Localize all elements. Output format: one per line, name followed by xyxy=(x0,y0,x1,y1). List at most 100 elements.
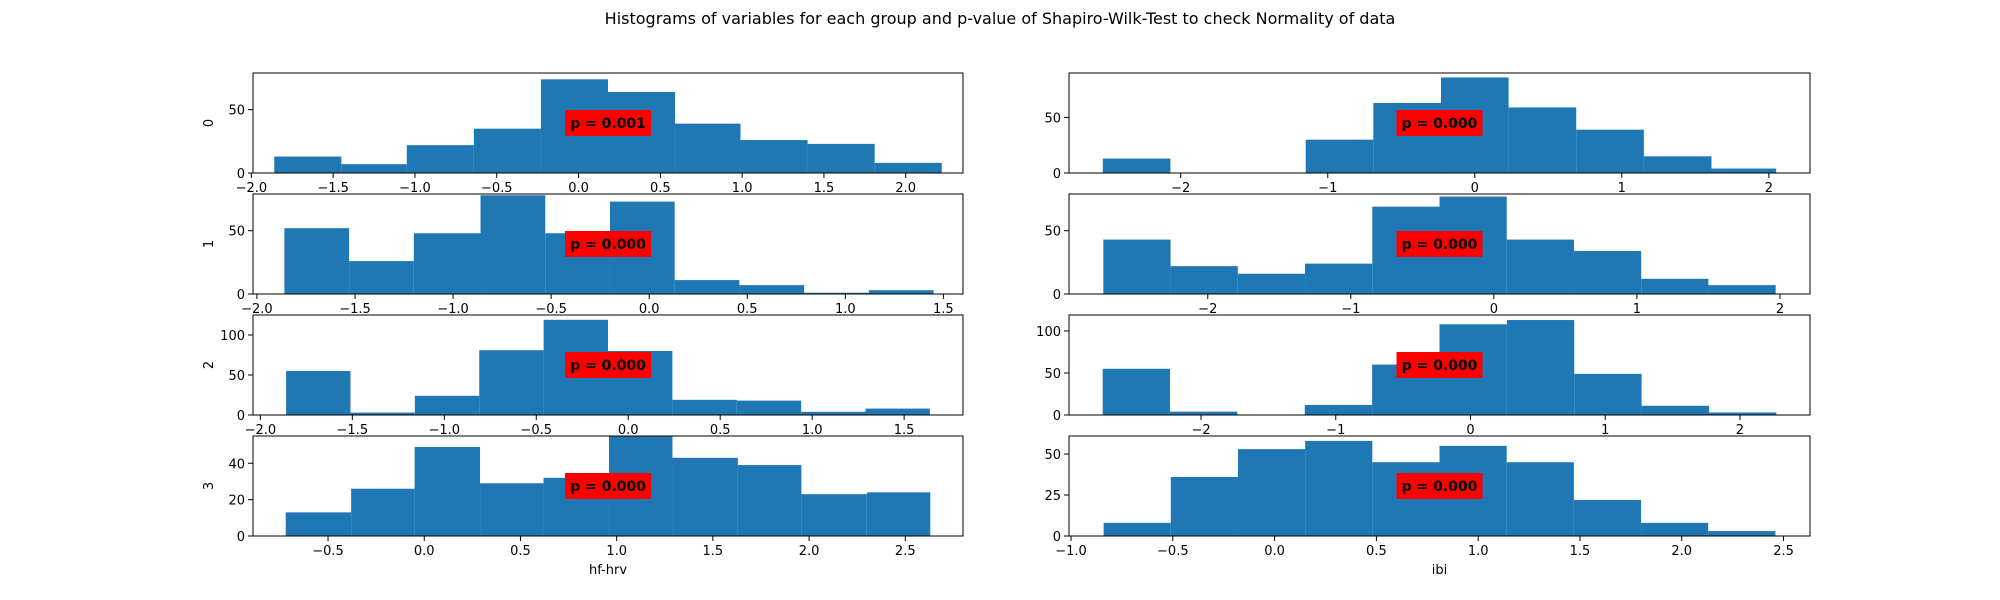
x-tick-label: 2 xyxy=(1736,423,1744,438)
histogram-bar xyxy=(1643,156,1712,173)
y-tick-label: 0 xyxy=(1053,530,1061,545)
histogram-bar xyxy=(1508,107,1577,173)
histogram-bar xyxy=(1641,405,1709,415)
axes-frame xyxy=(252,314,964,416)
p-value-box xyxy=(565,473,651,499)
p-value-box xyxy=(1396,110,1483,136)
histogram-bar xyxy=(473,128,541,173)
x-tick-label: 0.0 xyxy=(568,181,589,196)
y-tick-label: 20 xyxy=(228,494,245,509)
histogram-bar xyxy=(865,408,930,415)
y-tick-label: 40 xyxy=(228,457,245,472)
histogram-bar xyxy=(406,145,474,173)
histogram-bar xyxy=(1103,522,1171,536)
x-tick-label: 0 xyxy=(1471,181,1479,196)
histogram-bar xyxy=(1708,285,1776,294)
histogram-bar xyxy=(801,411,866,415)
x-tick-label: 1.0 xyxy=(835,302,856,317)
histogram-bar xyxy=(672,457,738,536)
p-value-label: p = 0.000 xyxy=(570,479,646,495)
histogram-bar xyxy=(1170,476,1238,536)
y-tick-label: 100 xyxy=(220,329,245,344)
histogram-bar xyxy=(1102,158,1171,173)
histogram-bar xyxy=(736,400,802,415)
y-tick-label: 50 xyxy=(228,369,245,384)
p-value-label: p = 0.000 xyxy=(570,237,646,253)
histogram-bar xyxy=(1576,129,1644,173)
y-tick-label: 0 xyxy=(237,167,245,182)
x-tick-label: −2 xyxy=(1198,302,1217,317)
x-axis-label: hf-hrv xyxy=(589,563,627,578)
histogram-bar xyxy=(286,371,351,415)
y-tick-label: 0 xyxy=(1053,167,1061,182)
histogram-bar xyxy=(1305,139,1374,173)
x-tick-label: −1.5 xyxy=(317,181,349,196)
histogram-bar xyxy=(1170,266,1238,294)
histogram-bar xyxy=(1711,168,1777,173)
x-tick-label: 0 xyxy=(1490,302,1498,317)
x-tick-label: 1 xyxy=(1633,302,1641,317)
x-tick-label: −1.0 xyxy=(437,302,469,317)
x-tick-label: 2 xyxy=(1776,302,1784,317)
x-tick-label: −2.0 xyxy=(236,181,268,196)
x-tick-label: −1.5 xyxy=(337,423,369,438)
histogram-panel-group-0-hf-hrv: −2.0 −1.5 −1.0 −0.5 0.0 0.5 1.0 1.5 2.0 0 50 0 p = 0… xyxy=(202,72,964,196)
histogram-bar xyxy=(866,492,931,536)
x-tick-label: 1.5 xyxy=(703,544,724,559)
p-value-label: p = 0.000 xyxy=(1402,358,1478,374)
x-tick-label: 0.0 xyxy=(1264,544,1285,559)
histogram-bar xyxy=(349,261,414,294)
histogram-bar xyxy=(1304,404,1373,415)
histogram-panel-group-3-ibi: −1.0 −0.5 0.0 0.5 1.0 1.5 2.0 2.5 0 25 50 ibi p = 0.… xyxy=(1044,435,1811,578)
histogram-bar xyxy=(672,399,737,415)
histogram-bar xyxy=(1506,239,1574,294)
x-tick-label: −2.0 xyxy=(245,423,277,438)
y-tick-label: 100 xyxy=(1036,325,1061,340)
p-value-box xyxy=(565,352,651,378)
histogram-bar xyxy=(737,465,802,536)
histogram-bar xyxy=(350,412,415,415)
histogram-bar xyxy=(807,143,875,173)
x-tick-label: −2 xyxy=(1191,423,1210,438)
histogram-bar xyxy=(1573,499,1642,536)
histogram-panel-group-1-ibi: −2 −1 0 1 2 0 50 p = 0.000 xyxy=(1044,193,1811,317)
histogram-bar xyxy=(413,233,481,294)
y-tick-label: 50 xyxy=(228,225,245,240)
x-tick-label: 0.5 xyxy=(737,302,758,317)
histogram-bar xyxy=(1103,239,1171,294)
histogram-bar xyxy=(414,446,481,536)
x-tick-label: 2.0 xyxy=(1671,544,1692,559)
histogram-panel-group-2-hf-hrv: −2.0 −1.5 −1.0 −0.5 0.0 0.5 1.0 1.5 0 50 100 2 p = 0… xyxy=(202,314,964,438)
x-tick-label: 2 xyxy=(1765,181,1773,196)
x-tick-label: 0.0 xyxy=(414,544,435,559)
axes-frame xyxy=(1068,193,1811,295)
x-tick-label: −1 xyxy=(1341,302,1360,317)
histogram-bar xyxy=(1641,278,1709,294)
x-tick-label: 1.0 xyxy=(732,181,753,196)
x-tick-label: 1.0 xyxy=(1468,544,1489,559)
axes-frame xyxy=(1068,72,1811,174)
histogram-bar xyxy=(284,228,350,294)
y-tick-label: 50 xyxy=(1044,367,1061,382)
x-tick-label: 1.5 xyxy=(894,423,915,438)
x-tick-label: −0.5 xyxy=(1157,544,1189,559)
x-tick-label: 1 xyxy=(1601,423,1609,438)
histogram-panel-group-1-hf-hrv: −2.0 −1.5 −1.0 −0.5 0.0 0.5 1.0 1.5 0 50 1 p = 0.00… xyxy=(202,193,964,317)
y-axis-label: 3 xyxy=(202,482,217,490)
p-value-box xyxy=(1396,231,1483,257)
x-tick-label: 0.5 xyxy=(710,423,731,438)
y-tick-label: 0 xyxy=(237,530,245,545)
x-tick-label: −0.5 xyxy=(535,302,567,317)
figure-title: Histograms of variables for each group a… xyxy=(605,9,1396,28)
y-tick-label: 50 xyxy=(1044,111,1061,126)
axes-frame xyxy=(252,193,964,295)
y-tick-label: 25 xyxy=(1044,489,1061,504)
y-tick-label: 0 xyxy=(1053,288,1061,303)
axes-frame xyxy=(252,435,964,537)
x-tick-label: 1 xyxy=(1618,181,1626,196)
x-axis-label: ibi xyxy=(1432,563,1447,578)
p-value-label: p = 0.001 xyxy=(570,116,646,132)
x-tick-label: −1.0 xyxy=(429,423,461,438)
axes-frame xyxy=(1068,435,1811,537)
p-value-label: p = 0.000 xyxy=(1402,479,1478,495)
